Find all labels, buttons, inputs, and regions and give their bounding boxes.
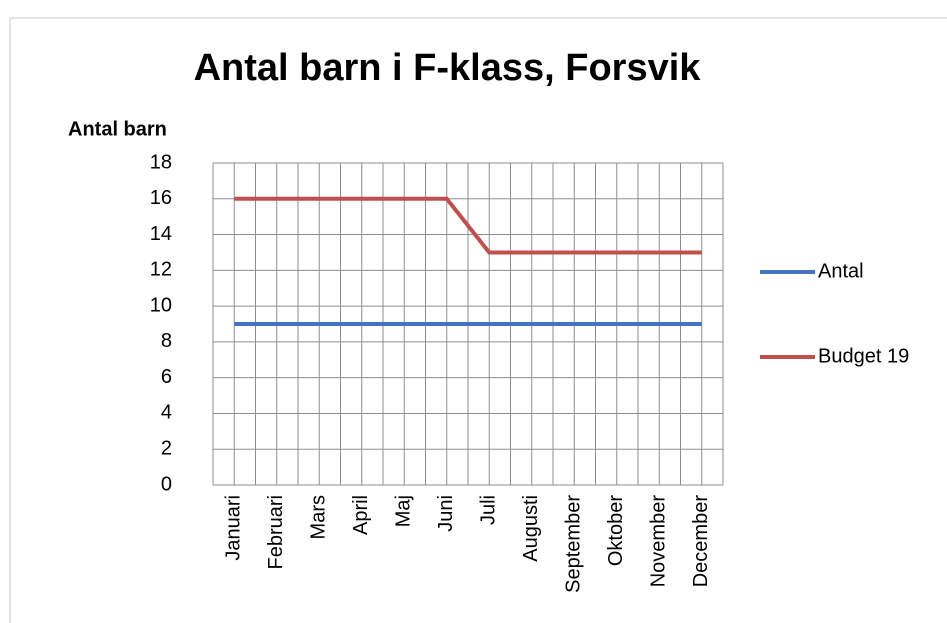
y-tick-label: 6 bbox=[161, 366, 172, 388]
y-tick-label: 18 bbox=[150, 151, 172, 173]
y-tick-label: 12 bbox=[150, 259, 172, 281]
x-tick-label: Augusti bbox=[520, 495, 542, 562]
x-tick-label: Maj bbox=[393, 495, 415, 527]
legend-label: Budget 19 bbox=[818, 345, 909, 367]
y-tick-label: 4 bbox=[161, 402, 172, 424]
x-tick-label: Mars bbox=[308, 495, 330, 539]
x-tick-label: September bbox=[563, 495, 585, 593]
chart-border bbox=[9, 17, 947, 623]
x-tick-label: Oktober bbox=[605, 495, 627, 566]
x-tick-label: December bbox=[690, 495, 712, 588]
legend-label: Antal bbox=[818, 260, 864, 282]
x-tick-label: April bbox=[350, 495, 372, 535]
x-tick-label: Juni bbox=[435, 495, 457, 532]
chart-title: Antal barn i F-klass, Forsvik bbox=[194, 47, 702, 89]
y-tick-label: 0 bbox=[161, 473, 172, 495]
x-tick-label: Juli bbox=[478, 495, 500, 525]
y-axis-label: Antal barn bbox=[68, 118, 167, 140]
y-tick-label: 14 bbox=[150, 223, 172, 245]
y-tick-label: 16 bbox=[150, 187, 172, 209]
x-tick-label: November bbox=[648, 495, 670, 588]
y-tick-label: 8 bbox=[161, 330, 172, 352]
y-tick-label: 10 bbox=[150, 294, 172, 316]
y-tick-label: 2 bbox=[161, 438, 172, 460]
x-tick-label: Januari bbox=[223, 495, 245, 561]
data-line bbox=[234, 196, 702, 255]
x-tick-label: Februari bbox=[265, 495, 287, 569]
